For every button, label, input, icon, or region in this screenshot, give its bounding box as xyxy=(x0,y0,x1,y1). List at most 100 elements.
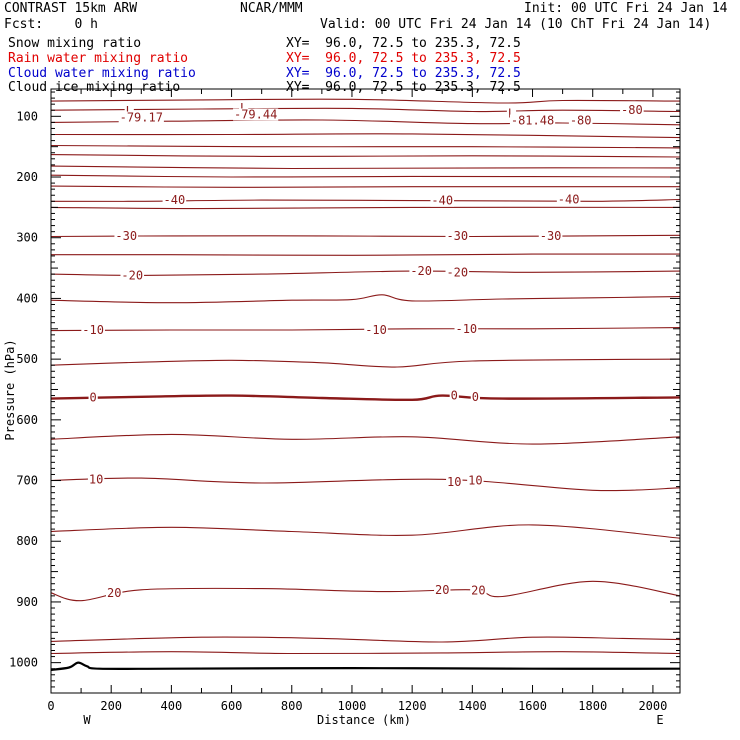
contour-line xyxy=(50,270,681,276)
contour-line xyxy=(50,636,681,643)
x-tick-label: 1400 xyxy=(458,699,487,713)
contour-line xyxy=(50,154,681,158)
contour-line xyxy=(50,234,681,238)
contour-label: -30 xyxy=(540,229,562,243)
contour-line xyxy=(50,524,681,539)
legend-rain-label: Rain water mixing ratio xyxy=(8,51,189,66)
contour-label: 20 xyxy=(471,583,485,597)
forecast-hour: Fcst: 0 h xyxy=(4,17,98,32)
contour-line xyxy=(50,185,681,188)
legend-rain-xy: XY= 96.0, 72.5 to 235.3, 72.5 xyxy=(286,51,521,66)
contour-label: 20 xyxy=(107,586,121,600)
x-tick-label: 1000 xyxy=(338,699,367,713)
contour-label: -10 xyxy=(82,323,104,337)
x-axis: 0 200 400 600 800 1000 1200 1400 1600 1800 2000 xyxy=(47,89,667,713)
contour-label-bg xyxy=(434,583,451,596)
x-axis-label: Distance (km) xyxy=(317,713,411,727)
contour-label-bg xyxy=(509,114,556,127)
contour-label-bg xyxy=(446,475,463,488)
contour-label: -20 xyxy=(121,268,143,282)
contour-line xyxy=(50,580,681,602)
contour-line xyxy=(50,294,681,304)
y-tick-label: 100 xyxy=(16,109,38,123)
contour-label: -79.17 xyxy=(120,111,163,125)
contour-label-bg xyxy=(556,193,581,206)
y-tick-label: 700 xyxy=(16,474,38,488)
contour-line xyxy=(50,394,681,402)
west-endpoint-label: W xyxy=(83,713,91,727)
contour-label-bg xyxy=(364,323,388,336)
contour-label-bg xyxy=(124,104,134,117)
x-tick-label: 600 xyxy=(221,699,243,713)
legend-cloudwater-xy: XY= 96.0, 72.5 to 235.3, 72.5 xyxy=(286,66,521,81)
legend-snow-xy: XY= 96.0, 72.5 to 235.3, 72.5 xyxy=(286,36,521,51)
contour-line xyxy=(50,144,681,149)
contour-label-bg xyxy=(87,473,105,486)
contour-line xyxy=(50,433,681,445)
contour-label-bg xyxy=(233,108,279,121)
contour-label-bg xyxy=(81,323,105,336)
contour-label: 0 xyxy=(472,390,479,404)
x-tick-label: 1600 xyxy=(518,699,547,713)
contour-label-bg xyxy=(162,194,187,207)
y-tick-label: 400 xyxy=(16,291,38,305)
contour-line xyxy=(50,253,681,256)
contour-line xyxy=(50,206,681,210)
contour-line xyxy=(50,174,681,178)
east-endpoint-label: E xyxy=(656,713,663,727)
terrain xyxy=(50,661,681,671)
contour-label: -40 xyxy=(431,194,453,208)
contour-line xyxy=(50,165,681,170)
contour-label-bg xyxy=(430,194,455,207)
contour-label-bg xyxy=(470,390,480,403)
contour-label: -40 xyxy=(164,193,186,207)
contour-label: L xyxy=(240,101,247,115)
y-tick-label: 500 xyxy=(16,352,38,366)
contour-label: -20 xyxy=(446,265,468,279)
y-tick-label: 900 xyxy=(16,595,38,609)
contour-label-bg xyxy=(239,101,249,114)
y-tick-label: 300 xyxy=(16,231,38,245)
contour-label-bg xyxy=(470,584,487,597)
contour-line xyxy=(50,327,681,332)
contour-line xyxy=(50,358,681,368)
x-tick-label: 2000 xyxy=(638,699,667,713)
contour-label: -10 xyxy=(455,322,477,336)
contour-label: -79.44 xyxy=(234,107,277,121)
contour-label: -81.48 xyxy=(511,114,554,128)
x-tick-label: 0 xyxy=(47,699,54,713)
contour-label: -80 xyxy=(570,114,592,128)
contour-label-bg xyxy=(114,229,139,242)
contour-line xyxy=(50,198,681,202)
plot-frame xyxy=(50,88,681,694)
legend-cloudice-label: Cloud ice mixing ratio xyxy=(8,80,181,95)
contour-label-bg xyxy=(454,322,479,335)
contour-label: -30 xyxy=(115,229,137,243)
contour-label: -40 xyxy=(558,192,580,206)
contour-label-bg xyxy=(538,229,563,242)
contour-lines xyxy=(50,98,681,655)
x-tick-label: 400 xyxy=(161,699,183,713)
contour-line xyxy=(50,477,681,492)
contour-label-bg xyxy=(620,104,644,117)
contour-line xyxy=(50,98,681,104)
y-tick-label: 800 xyxy=(16,534,38,548)
contour-line xyxy=(50,133,681,139)
contour-label-bg xyxy=(467,474,484,487)
contour-label-bg xyxy=(106,586,123,599)
contour-label: 10 xyxy=(468,474,482,488)
x-tick-label: 1800 xyxy=(578,699,607,713)
legend-cloudice-xy: XY= 96.0, 72.5 to 235.3, 72.5 xyxy=(286,80,521,95)
x-tick-label: 200 xyxy=(100,699,122,713)
contour-label-bg xyxy=(118,111,164,124)
contour-label: -10 xyxy=(365,323,387,337)
contour-labels: L-79.17L-79.44 L-81.48 -80-80-40 -40 -40-30-… xyxy=(81,101,644,600)
contour-label-bg xyxy=(568,114,593,127)
contour-label: L xyxy=(508,106,515,120)
contour-line xyxy=(50,107,681,113)
y-tick-label: 200 xyxy=(16,170,38,184)
org-name: NCAR/MMM xyxy=(240,1,303,16)
contour-label-bg xyxy=(409,265,433,278)
